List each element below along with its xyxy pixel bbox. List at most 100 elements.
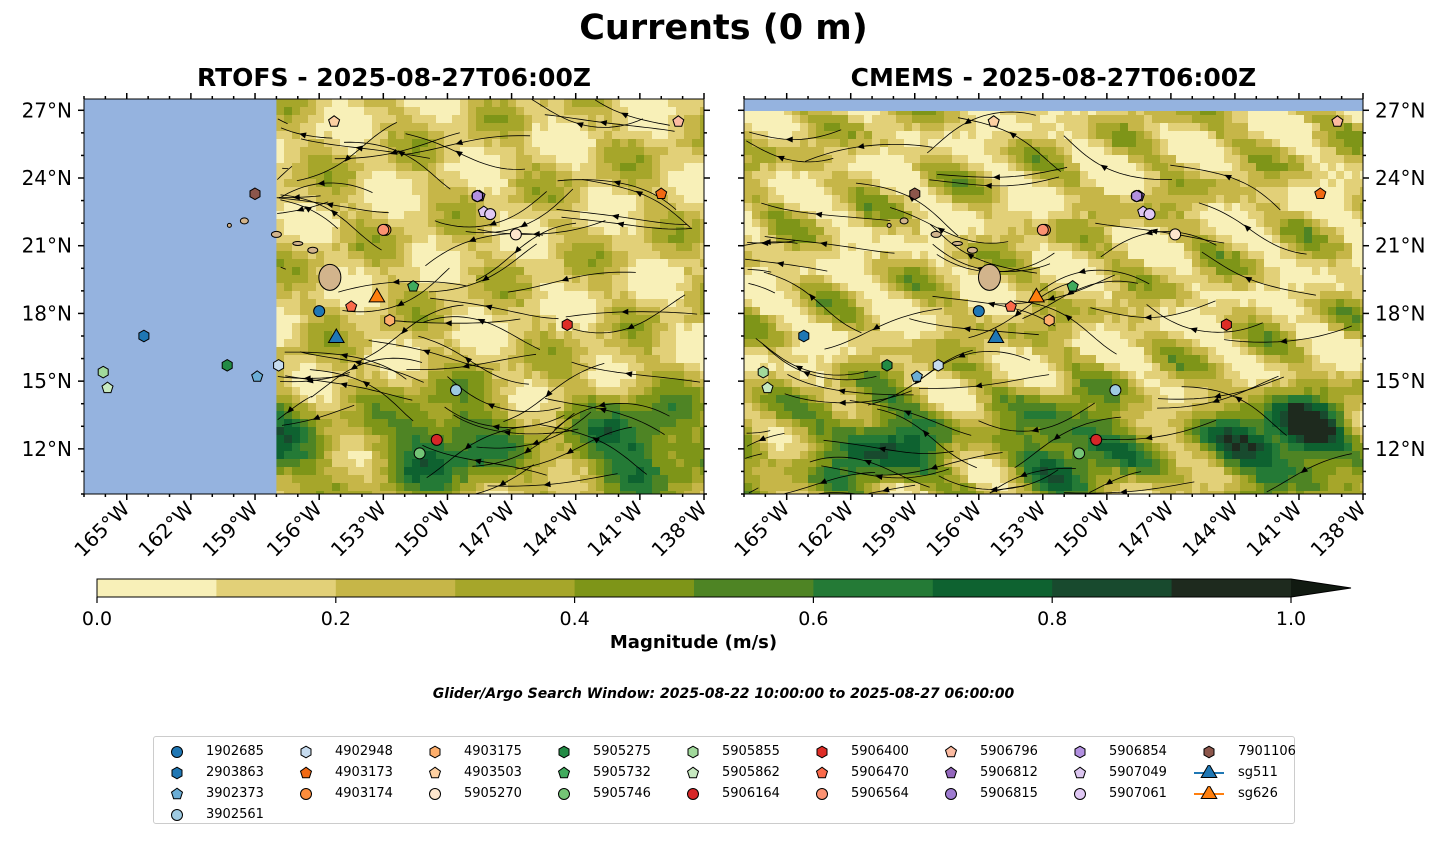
streamline-arrow [531, 439, 540, 445]
streamline [465, 188, 574, 234]
streamline [430, 297, 559, 320]
streamline-arrow [1119, 488, 1128, 494]
legend-item: 5905732 [549, 762, 651, 783]
legend-label: 4902948 [335, 744, 393, 759]
streamline-arrow [1100, 164, 1108, 171]
streamline-arrow [1047, 294, 1056, 301]
x-tick-label: 165°W [729, 496, 794, 561]
streamline-arrow [1031, 426, 1039, 433]
legend-label: 5906164 [722, 786, 780, 801]
float-1902685-marker [313, 305, 326, 318]
streamline-arrow [763, 239, 771, 245]
legend-column: 5905855 5905862 5906164 [678, 741, 780, 804]
streamline [277, 165, 293, 180]
legend-marker [557, 766, 571, 778]
streamline-arrow [809, 293, 817, 301]
rtofs-ticks [78, 93, 710, 500]
streamline-arrow [599, 407, 607, 414]
streamline [1201, 251, 1316, 296]
streamline [434, 191, 547, 228]
y-tick-label: 27°N [1375, 98, 1425, 122]
streamline [477, 220, 606, 235]
streamline [277, 374, 350, 379]
legend-item: 5906815 [936, 783, 1038, 804]
colorbar-tick-label: 0.0 [82, 608, 112, 630]
streamline [300, 138, 430, 159]
streamline [745, 258, 828, 272]
streamline [1146, 304, 1263, 333]
float-5907061-marker [1143, 208, 1156, 221]
streamline-arrow [613, 180, 621, 187]
streamline [284, 351, 407, 380]
colorbar: 0.0 0.2 0.4 0.6 0.8 1.0 [82, 578, 1352, 630]
streamline-arrow [974, 382, 983, 389]
streamline [968, 282, 1073, 339]
legend-item: 5907061 [1065, 783, 1167, 804]
streamline-arrow [422, 349, 431, 356]
streamline [539, 424, 648, 475]
streamline-arrow [464, 356, 473, 364]
streamline-arrow [561, 275, 569, 282]
legend-marker [945, 787, 957, 800]
colorbar-bin [97, 579, 217, 597]
pentagon-icon [557, 766, 571, 778]
legend-label: 5907049 [1109, 765, 1167, 780]
legend-marker [686, 766, 700, 778]
circle-icon [687, 787, 699, 800]
legend-marker [171, 766, 183, 779]
legend-item: sg511 [1194, 762, 1296, 783]
y-tick-label: 18°N [1375, 301, 1425, 325]
legend-item: 5906400 [807, 741, 909, 762]
colorbar-bin [1171, 579, 1292, 597]
streamline-arrow [350, 363, 358, 370]
legend-marker [300, 787, 312, 800]
pentagon-icon [428, 766, 442, 778]
legend-column: 4903175 4903503 5905270 [420, 741, 522, 804]
streamline [544, 114, 675, 132]
legend-item: 4903503 [420, 762, 522, 783]
streamline-arrow [758, 435, 767, 442]
pentagon-icon [944, 766, 958, 778]
streamline [824, 308, 942, 350]
island [966, 246, 978, 254]
y-tick-label: 21°N [1375, 234, 1425, 258]
streamline [909, 318, 1039, 336]
float-5906854-marker [1131, 189, 1143, 203]
streamline-arrow [340, 353, 348, 359]
streamline-arrow [984, 182, 992, 189]
x-tick-label: 150°W [1049, 496, 1114, 561]
hexagon-icon [687, 745, 699, 758]
streamline [1157, 375, 1279, 409]
streamline-arrow [616, 221, 625, 228]
float-3902373-marker [910, 370, 923, 382]
legend-column: 1902685 2903863 3902373 3902561 [162, 741, 264, 825]
streamline [926, 111, 1036, 154]
streamline [919, 374, 1050, 389]
streamline [418, 335, 529, 385]
legend-label: 5906815 [980, 786, 1038, 801]
island [899, 217, 909, 225]
x-tick-label: 138°W [1306, 496, 1371, 561]
streamline-arrow [621, 308, 629, 315]
streamline [805, 144, 933, 162]
legend-item: 5905275 [549, 741, 651, 762]
streamline-arrow [611, 213, 620, 220]
legend-marker [558, 745, 570, 758]
streamline [405, 133, 526, 170]
streamline-arrow [543, 481, 551, 488]
float-3902561-marker [450, 384, 462, 397]
hexagon-icon [1074, 745, 1086, 758]
glider-sg626-marker [368, 287, 386, 303]
streamline-arrow [392, 278, 400, 285]
streamline-arrow [340, 382, 348, 389]
circle-icon [1074, 787, 1086, 800]
legend: 1902685 2903863 3902373 3902561 4902948 49031… [153, 736, 1296, 825]
streamline [889, 207, 1009, 244]
legend-marker [429, 745, 441, 758]
x-tick-label: 156°W [262, 496, 327, 561]
pentagon-icon [686, 766, 700, 778]
hexagon-icon [429, 745, 441, 758]
streamline [1033, 269, 1150, 297]
legend-marker [1200, 785, 1218, 799]
streamline-arrow [355, 145, 363, 152]
